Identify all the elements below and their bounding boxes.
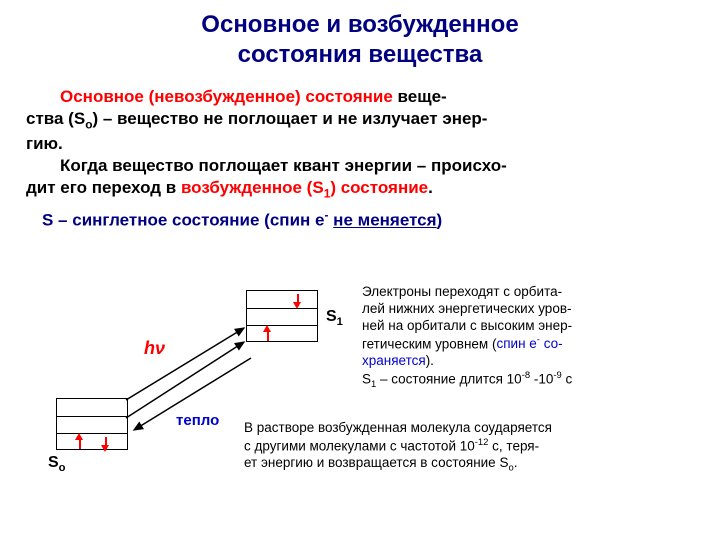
paragraph-2b: дит его переход в возбужденное (S1) сост… — [0, 177, 720, 202]
energy-diagram: S1 Sо hν тепло Электроны переходят с орб… — [26, 290, 696, 530]
label-hnu: hν — [144, 338, 165, 359]
title-line-1: Основное и возбужденное — [201, 11, 518, 38]
paragraph-1b: ства (Sо) – вещество не поглощает и не и… — [0, 108, 720, 133]
paragraph-2: Когда вещество поглощает квант энергии –… — [0, 155, 720, 177]
label-heat: тепло — [176, 412, 219, 429]
paragraph-1: Основное (невозбужденное) состояние веще… — [0, 70, 720, 108]
slide-title: Основное и возбужденное состояния вещест… — [0, 0, 720, 70]
term-ground-state: Основное (невозбужденное) состояние — [60, 87, 393, 106]
side-note-electrons: Электроны переходят с орбита- лей нижних… — [362, 284, 672, 391]
title-line-2: состояния вещества — [238, 41, 483, 68]
paragraph-1c: гию. — [0, 133, 720, 155]
term-excited: возбужденное (S1) состояние — [181, 178, 428, 197]
side-note-solution: В растворе возбужденная молекула соударя… — [244, 420, 674, 475]
singlet-definition: S – синглетное состояние (спин e- не мен… — [0, 202, 720, 231]
